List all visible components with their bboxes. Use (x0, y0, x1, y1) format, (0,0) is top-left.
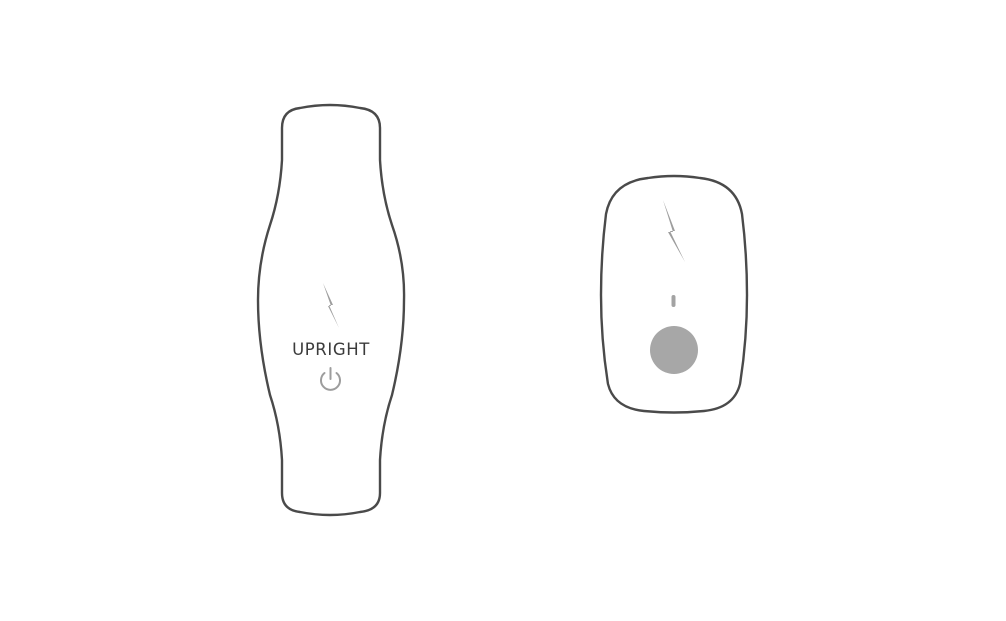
round-button[interactable] (650, 326, 698, 374)
charger-body-outline (599, 174, 749, 414)
upright-trainer-device: UPRIGHT (256, 103, 406, 517)
lightning-bolt-icon (323, 283, 339, 328)
status-led (671, 295, 676, 307)
charger-device (599, 174, 749, 414)
power-icon[interactable] (320, 367, 341, 391)
brand-label: UPRIGHT (292, 340, 370, 359)
lightning-bolt-icon (663, 200, 685, 262)
power-icon-ring (320, 372, 341, 391)
